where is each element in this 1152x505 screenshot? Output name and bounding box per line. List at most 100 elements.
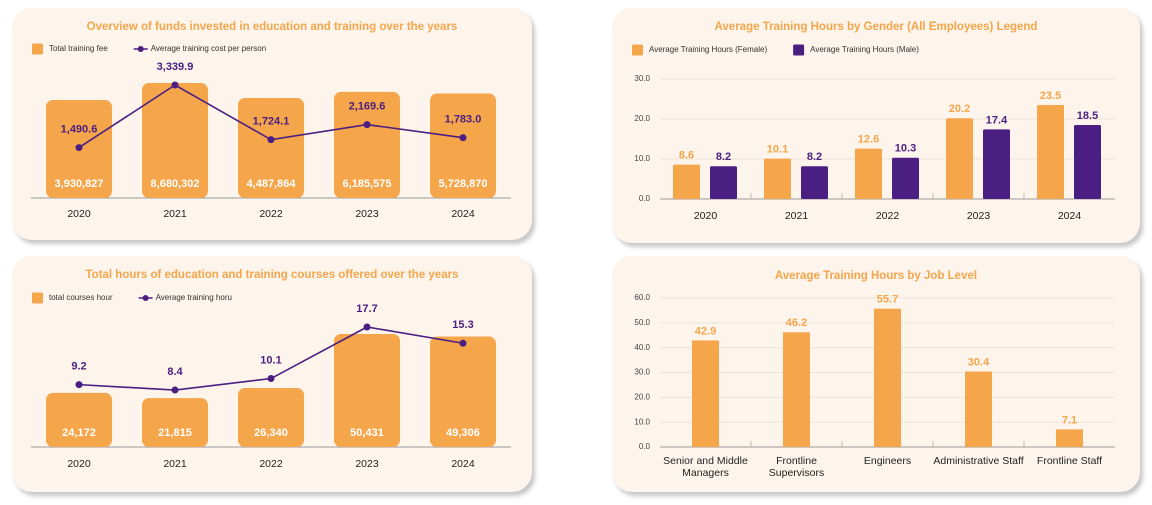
data-label: 17.4 [986,114,1008,126]
x-tick-label: 2023 [967,210,991,222]
chart-title: Total hours of education and training co… [86,269,459,281]
bar [783,332,810,447]
legend-marker [142,295,149,301]
bar [983,129,1010,199]
line-point [363,323,371,331]
legend-label: Average training cost per person [151,44,266,53]
data-label: 23.5 [1040,90,1061,102]
x-label-box: Administrative Staff [933,455,1023,467]
line-label: 17.7 [356,303,377,315]
legend-label: Average training horu [156,293,232,302]
x-tick-label: 2020 [67,208,91,220]
data-label: 6,185,575 [343,178,392,190]
y-tick-label: 30.0 [634,368,650,377]
chart-title: Average Training Hours by Job Level [775,270,977,282]
x-tick-label: 2024 [1058,210,1082,222]
bar [946,118,973,199]
y-tick-label: 0.0 [639,194,651,203]
line-label: 9.2 [71,361,86,373]
y-tick-label: 50.0 [634,318,650,327]
x-tick-label: 2022 [259,208,283,220]
y-tick-label: 60.0 [634,293,650,302]
chart-title: Overview of funds invested in education … [87,21,458,33]
data-label: 4,487,864 [247,178,297,190]
legend-swatch [32,292,43,304]
data-label: 8.6 [679,150,694,162]
line-label: 3,339.9 [157,61,194,73]
line-point [459,134,467,142]
bar [334,91,400,198]
data-label: 26,340 [254,427,288,439]
x-tick-label: Engineers [863,455,912,467]
bar [1037,105,1064,199]
legend-label: Total training fee [49,44,108,53]
line-point [267,375,275,383]
x-tick-label: 2021 [785,210,809,222]
data-label: 3,930,827 [55,178,104,190]
line-label: 15.3 [452,319,473,331]
bar [673,164,700,199]
data-label: 30.4 [968,356,990,368]
y-tick-label: 10.0 [634,417,650,426]
x-tick-label: Frontline Supervisors [768,455,825,479]
x-tick-label: Senior and Middle Managers [663,455,748,479]
data-label: 8.2 [807,151,822,163]
bar [965,371,992,447]
data-label: 55.7 [877,294,898,306]
x-tick-label: 2024 [451,208,475,220]
legend-label: total courses hour [49,293,113,302]
line-label: 10.1 [260,354,281,366]
line-label: 8.4 [167,366,183,378]
line-point [459,339,467,347]
legend-swatch [32,43,43,55]
data-label: 7.1 [1062,414,1077,426]
x-tick-label: 2022 [259,458,283,470]
legend-swatch [793,44,805,56]
x-tick-label: 2020 [67,458,91,470]
data-label: 10.1 [767,144,788,156]
x-tick-label: 2021 [163,458,187,470]
x-tick-label: 2021 [163,208,187,220]
y-tick-label: 10.0 [634,154,650,163]
data-label: 21,815 [158,427,192,439]
bar [801,166,828,199]
bar [692,340,719,447]
bar [1056,429,1083,447]
line-label: 1,783.0 [445,114,482,126]
data-label: 24,172 [62,427,96,439]
line-label: 1,490.6 [61,123,98,135]
bar [1074,125,1101,199]
bar [46,392,112,447]
legend-label: Average Training Hours (Male) [810,45,919,54]
data-label: 12.6 [858,134,879,146]
y-tick-label: 30.0 [634,74,650,83]
x-label-box: Engineers [863,455,912,467]
x-tick-label: 2020 [694,210,718,222]
line-point [171,81,179,89]
data-label: 46.2 [786,317,807,329]
x-tick-label: 2023 [355,458,379,470]
x-tick-label: 2022 [876,210,900,222]
legend-marker [137,46,144,52]
x-tick-label: 2024 [451,458,475,470]
line-point [75,381,83,389]
bar [892,157,919,199]
bar [764,158,791,199]
data-label: 10.3 [895,143,916,155]
data-label: 50,431 [350,427,384,439]
data-label: 18.5 [1077,110,1098,122]
bar [334,334,400,447]
bar [238,97,304,198]
bar [142,398,208,447]
line-label: 2,169.6 [349,101,386,113]
data-label: 49,306 [446,427,480,439]
y-tick-label: 20.0 [634,114,650,123]
bar [874,308,901,447]
y-tick-label: 20.0 [634,392,650,401]
data-label: 42.9 [695,325,716,337]
y-tick-label: 40.0 [634,343,650,352]
line-label: 1,724.1 [253,116,290,128]
line-point [171,386,179,394]
bar [855,148,882,199]
